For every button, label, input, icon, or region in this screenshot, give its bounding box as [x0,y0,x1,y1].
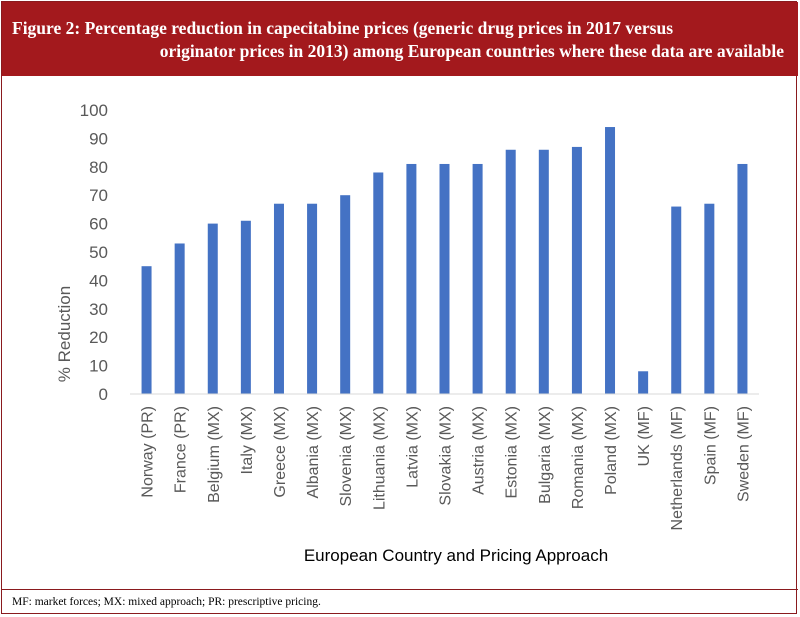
x-tick-label: Austria (MX) [471,406,488,495]
y-tick-label: 40 [89,271,108,290]
y-tick-label: 70 [89,186,108,205]
bar [737,163,748,394]
bar [406,163,417,394]
x-tick-label: UK (MF) [636,406,653,466]
x-tick-label: Netherlands (MF) [669,406,686,530]
x-tick-label: Lithuania (MX) [371,406,388,510]
x-tick-label: Poland (MX) [603,406,620,495]
x-axis-label: European Country and Pricing Approach [304,546,608,565]
y-tick-label: 50 [89,243,108,262]
bar [273,203,284,394]
y-axis-ticks: 0 10 20 30 40 50 60 70 80 90 100 [80,101,108,404]
bar [307,203,318,394]
y-tick-label: 30 [89,300,108,319]
figure-title-line-1: Figure 2: Percentage reduction in capeci… [12,18,674,38]
x-tick-label: Greece (MX) [272,406,289,498]
y-tick-label: 0 [99,385,108,404]
x-tick-label: Romania (MX) [570,406,587,509]
bar [141,266,152,394]
bar [505,149,516,394]
y-tick-label: 100 [80,101,108,120]
y-axis-label: % Reduction [55,286,74,382]
x-axis-ticks: Norway (PR) France (PR) Belgium (MX) Italy … [140,406,753,530]
x-tick-label: Estonia (MX) [504,406,521,498]
x-tick-label: Italy (MX) [239,406,256,474]
y-tick-label: 80 [89,158,108,177]
bar [439,163,450,394]
footer-divider [2,589,798,590]
bar [472,163,483,394]
footnote: MF: market forces; MX: mixed approach; P… [12,596,321,608]
x-tick-label: Slovenia (MX) [338,406,355,506]
bar-chart: 0 10 20 30 40 50 60 70 80 90 100 Norway (PR) France… [55,101,759,565]
y-tick-label: 10 [89,357,108,376]
y-tick-label: 20 [89,328,108,347]
bar [174,243,185,394]
figure-title-line-2: originator prices in 2013) among Europea… [159,41,784,61]
bar [605,127,616,394]
bar [538,149,549,394]
bar [571,146,582,394]
bar [704,203,715,394]
x-tick-label: Spain (MF) [702,406,719,485]
y-tick-label: 60 [89,215,108,234]
bar [373,172,384,394]
x-tick-label: Sweden (MF) [735,406,752,502]
x-tick-label: Latvia (MX) [404,406,421,488]
figure-header: Figure 2: Percentage reduction in capeci… [2,2,798,76]
x-tick-label: France (PR) [173,406,190,493]
x-tick-label: Belgium (MX) [206,406,223,503]
bars [141,127,748,394]
x-tick-label: Bulgaria (MX) [537,406,554,504]
x-tick-label: Slovakia (MX) [438,406,455,506]
chart-area: 0 10 20 30 40 50 60 70 80 90 100 Norway (PR) France… [2,76,798,588]
x-tick-label: Albania (MX) [305,406,322,498]
bar [671,206,682,394]
bar [240,220,251,394]
x-tick-label: Norway (PR) [140,406,157,498]
y-tick-label: 90 [89,129,108,148]
bar [207,223,218,394]
bar [340,195,351,394]
bar [638,371,649,394]
